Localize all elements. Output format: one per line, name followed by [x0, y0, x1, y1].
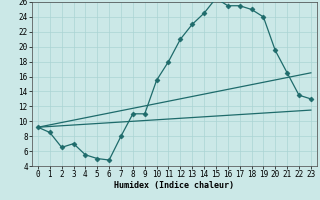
- X-axis label: Humidex (Indice chaleur): Humidex (Indice chaleur): [115, 181, 234, 190]
